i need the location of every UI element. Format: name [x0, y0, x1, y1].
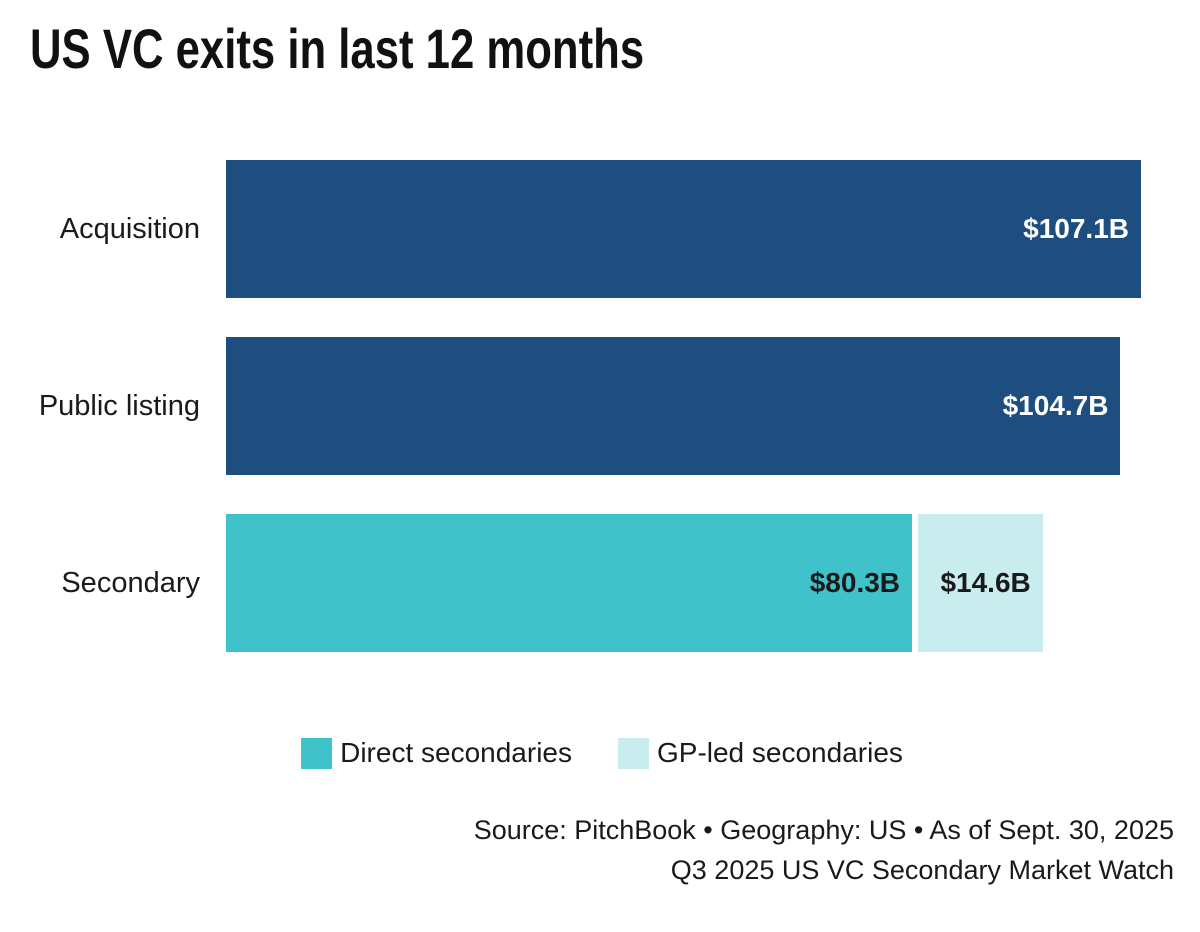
bar-segment-gp-led-secondaries: $14.6B: [918, 514, 1043, 652]
chart-legend: Direct secondaries GP-led secondaries: [30, 737, 1174, 769]
bar-segment-acquisition: $107.1B: [226, 160, 1141, 298]
bars-container: Acquisition $107.1B Public listing $104.7B S…: [30, 160, 1174, 652]
report-line: Q3 2025 US VC Secondary Market Watch: [670, 855, 1174, 885]
legend-item-direct-secondaries: Direct secondaries: [301, 737, 572, 769]
chart-page: US VC exits in last 12 months Acquisitio…: [0, 18, 1200, 932]
category-label-public-listing: Public listing: [38, 389, 200, 422]
value-label: $14.6B: [940, 567, 1031, 598]
bar-segment-public-listing: $104.7B: [226, 337, 1121, 475]
bar-chart: Acquisition $107.1B Public listing $104.7B S…: [30, 160, 1174, 652]
legend-label: Direct secondaries: [340, 737, 572, 768]
category-label-acquisition: Acquisition: [59, 212, 200, 245]
bar-row-acquisition: Acquisition $107.1B: [30, 160, 1174, 298]
legend-swatch-direct-secondaries: [301, 737, 333, 769]
legend-swatch-gp-led-secondaries: [617, 737, 649, 769]
value-label: $80.3B: [809, 567, 901, 598]
legend-label: GP-led secondaries: [656, 737, 903, 768]
bar-track: $107.1B: [226, 160, 1141, 298]
source-line: Source: PitchBook • Geography: US • As o…: [473, 815, 1174, 845]
chart-title: US VC exits in last 12 months: [30, 17, 645, 80]
chart-footer: Source: PitchBook • Geography: US • As o…: [30, 810, 1174, 890]
value-label: $107.1B: [1023, 213, 1129, 244]
legend-item-gp-led-secondaries: GP-led secondaries: [617, 737, 903, 769]
value-label: $104.7B: [1002, 390, 1109, 421]
bar-track: $104.7B: [226, 337, 1141, 475]
bar-row-secondary: Secondary $80.3B $14.6B: [30, 514, 1174, 652]
bar-track: $80.3B $14.6B: [226, 514, 1141, 652]
bar-segment-direct-secondaries: $80.3B: [226, 514, 913, 652]
bar-row-public-listing: Public listing $104.7B: [30, 337, 1174, 475]
category-label-secondary: Secondary: [61, 566, 200, 599]
